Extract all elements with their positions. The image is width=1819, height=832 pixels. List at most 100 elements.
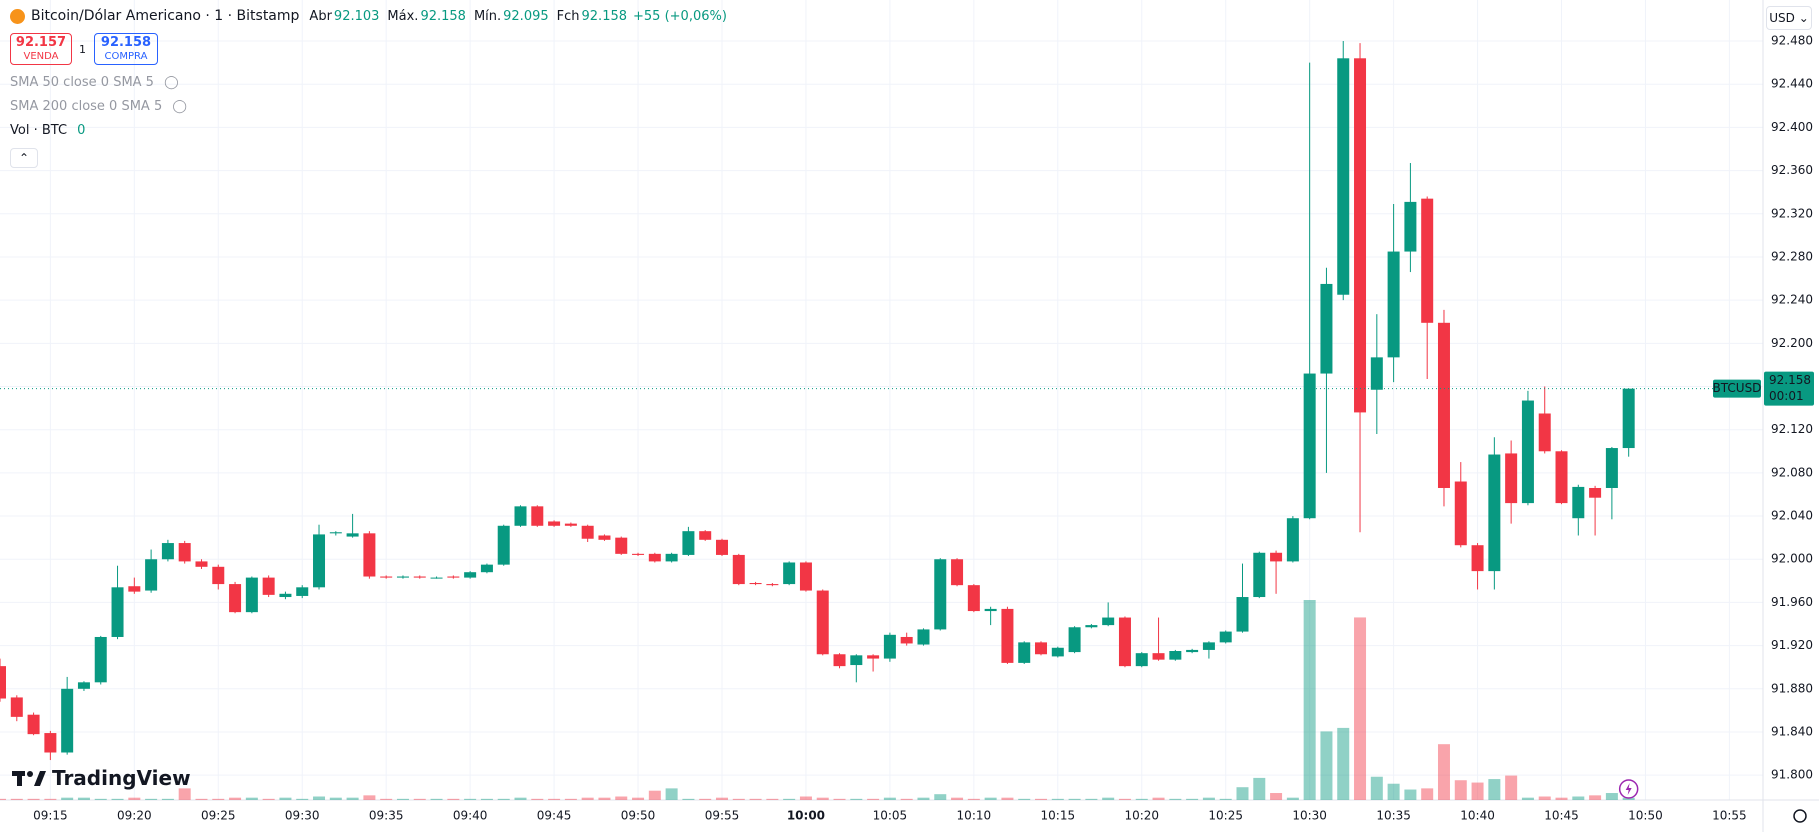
x-tick-label: 09:15	[33, 809, 68, 823]
sell-button[interactable]: 92.157 VENDA	[10, 33, 72, 65]
candle-body	[1051, 647, 1064, 657]
candle-body	[1085, 625, 1098, 628]
volume-bar	[1454, 780, 1467, 800]
candle-body	[783, 562, 796, 585]
volume-bar	[766, 798, 779, 800]
candle-body	[1488, 454, 1501, 572]
ohlc: Abr 92.103 Máx. 92.158 Mín. 92.095 Fch 92.158	[309, 9, 627, 24]
candle-body	[951, 559, 964, 586]
candle-body	[1018, 642, 1031, 663]
volume-bar	[1219, 798, 1232, 800]
candle-body	[1135, 653, 1148, 667]
volume-bar	[1555, 797, 1568, 800]
candle-body	[447, 576, 460, 578]
volume-bar	[145, 798, 158, 800]
volume-bar	[732, 798, 745, 800]
candle-body	[1572, 486, 1585, 519]
logo-text: TradingView	[52, 766, 191, 790]
volume-bar	[984, 797, 997, 800]
volume-bar	[1488, 779, 1501, 800]
candle-body	[0, 666, 6, 699]
volume-bar	[1202, 797, 1215, 800]
volume-bar	[1102, 797, 1115, 800]
indicator[interactable]: SMA 200 close 0 SMA 5 ◯	[10, 99, 187, 114]
y-tick-label: 91.960	[1771, 595, 1813, 609]
volume-bar	[1253, 777, 1266, 800]
volume-bar	[1303, 600, 1316, 800]
buy-button[interactable]: 92.158 COMPRA	[94, 33, 158, 65]
candle-body	[1169, 651, 1182, 660]
candle-body	[313, 534, 326, 588]
candle-body	[867, 655, 880, 659]
volume-bar	[464, 798, 477, 800]
y-tick-label: 92.080	[1771, 465, 1813, 479]
volume-bar	[1421, 788, 1434, 800]
settings-icon	[1793, 809, 1807, 823]
candle-body	[44, 733, 57, 753]
candle-body	[1589, 487, 1602, 498]
candle-body	[1471, 545, 1484, 572]
ticker-label: BTCUSD	[1713, 381, 1762, 395]
candle-body	[732, 554, 745, 585]
currency: USD	[1769, 11, 1795, 25]
candle-body	[61, 688, 74, 753]
volume-bar	[128, 797, 141, 800]
volume-bar	[531, 798, 544, 800]
volume-bar	[1169, 798, 1182, 800]
candle-body	[413, 576, 426, 578]
y-tick-label: 92.200	[1771, 336, 1813, 350]
candle-body	[1622, 388, 1635, 449]
volume-bar	[1521, 797, 1534, 800]
candle-body	[1202, 642, 1215, 650]
x-tick-label: 09:35	[369, 809, 404, 823]
y-tick-label: 91.840	[1771, 724, 1813, 738]
candle-body	[229, 584, 242, 613]
candle-body	[1370, 357, 1383, 390]
volume-bar	[1152, 797, 1165, 800]
volume-bar	[1068, 798, 1081, 800]
candle-body	[615, 537, 628, 554]
volume-bar	[195, 798, 208, 800]
volume-bar	[430, 798, 443, 800]
x-tick-label: 10:30	[1292, 809, 1327, 823]
candle-body	[699, 531, 712, 540]
indicator[interactable]: SMA 50 close 0 SMA 5 ◯	[10, 75, 179, 90]
x-tick-label: 10:35	[1376, 809, 1411, 823]
volume-bar	[396, 798, 409, 800]
ohlc-label: Máx.	[387, 8, 419, 24]
volume-bar	[548, 798, 561, 800]
y-tick-label: 92.280	[1771, 249, 1813, 263]
volume-label: Vol · BTC	[10, 123, 68, 138]
volume-bar	[1538, 796, 1551, 800]
volume-bar	[1118, 798, 1131, 800]
candle-body	[1505, 453, 1518, 504]
volume-bar	[212, 798, 225, 800]
candle-body	[1555, 451, 1568, 504]
volume-bar	[363, 795, 376, 800]
volume-bar	[0, 798, 6, 800]
candle-body	[195, 561, 208, 567]
candle-body	[1236, 597, 1249, 632]
candle-body	[665, 553, 678, 562]
candle-body	[464, 572, 477, 578]
logo: TradingView	[12, 766, 191, 790]
volume-bar	[564, 798, 577, 800]
candle-body	[145, 559, 158, 591]
symbol[interactable]: Bitcoin/Dólar Americano · 1 · Bitstamp	[31, 8, 300, 24]
volume-bar	[1320, 731, 1333, 800]
indicator-label: SMA 200 close 0 SMA 5	[10, 99, 163, 114]
change: +55 (+0,06%)	[633, 8, 727, 24]
collapse-button[interactable]: ⌃	[10, 148, 38, 168]
candle-body	[10, 697, 23, 717]
volume-bar	[1186, 798, 1199, 800]
volume-value: 0	[77, 123, 86, 138]
volume-bar	[229, 797, 242, 800]
candle-body	[1421, 198, 1434, 323]
volume-bar	[1236, 787, 1249, 800]
currency-button[interactable]: USD ⌄	[1766, 6, 1812, 30]
volume-bar	[313, 796, 326, 800]
candle-body	[329, 532, 342, 534]
candle-body	[1035, 642, 1048, 655]
coin-icon	[10, 8, 25, 24]
y-tick-label: 92.320	[1771, 206, 1813, 220]
